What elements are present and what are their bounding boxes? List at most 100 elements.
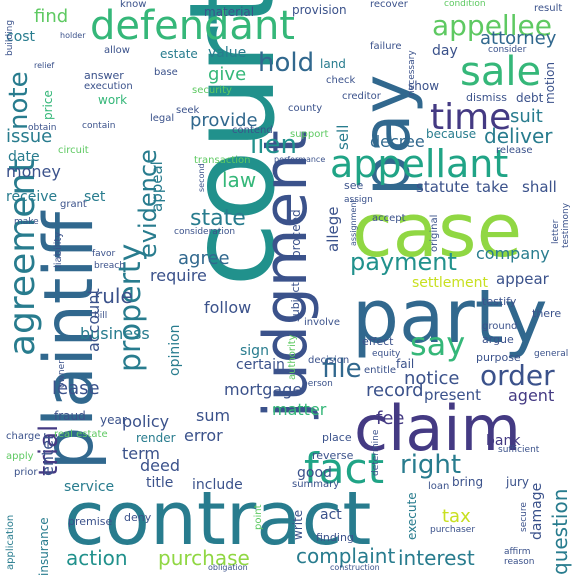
word-legal: legal — [150, 113, 175, 124]
word-note: note — [4, 71, 34, 130]
word-ground: ground — [482, 321, 518, 332]
word-person: person — [302, 379, 333, 389]
word-original: original — [429, 214, 440, 252]
word-right: right — [400, 450, 462, 480]
word-security: security — [192, 85, 232, 96]
word-business: business — [80, 324, 150, 343]
word-obligation: obligation — [208, 563, 248, 572]
word-term: term — [122, 444, 160, 463]
word-assignment: assignment — [349, 199, 358, 246]
word-purchase: purchase — [158, 546, 250, 570]
word-debt: debt — [516, 91, 544, 105]
word-favor: favor — [92, 249, 116, 259]
word-attorney: attorney — [480, 28, 557, 49]
word-follow: follow — [204, 298, 252, 317]
word-consider: consider — [488, 45, 527, 55]
word-tax: tax — [442, 506, 471, 527]
word-charge: charge — [6, 431, 41, 442]
word-dismiss: dismiss — [466, 91, 508, 104]
word-decree: decree — [370, 132, 425, 151]
word-render: render — [136, 431, 176, 445]
word-creditor: creditor — [342, 91, 381, 102]
word-sufficient: sufficient — [498, 445, 540, 455]
word-holder: holder — [60, 31, 86, 40]
word-there: there — [532, 307, 562, 320]
word-include: include — [192, 477, 243, 493]
word-result: result — [534, 3, 563, 14]
word-apply: apply — [6, 451, 34, 462]
word-take: take — [476, 178, 509, 196]
word-failure: failure — [370, 41, 402, 52]
word-price: price — [41, 90, 55, 120]
word-opinion: opinion — [167, 324, 183, 376]
word-reason: reason — [504, 557, 535, 567]
word-say: say — [410, 325, 466, 363]
word-bank: bank — [486, 433, 521, 449]
word-law: law — [222, 168, 257, 192]
word-obtain: obtain — [28, 123, 57, 133]
word-decision: decision — [308, 355, 350, 366]
word-sell: sell — [334, 124, 352, 150]
word-money: money — [6, 162, 61, 181]
word-value: value — [208, 45, 247, 61]
word-purchaser: purchaser — [430, 525, 476, 535]
word-question: question — [548, 488, 572, 575]
word-party: party — [352, 274, 548, 360]
word-hold: hold — [258, 48, 315, 78]
word-mortgage: mortgage — [224, 380, 303, 399]
word-shall: shall — [522, 178, 557, 196]
word-argue: argue — [482, 333, 514, 346]
word-day: day — [432, 43, 458, 59]
word-give: give — [208, 64, 247, 85]
word-contend: contend — [232, 125, 273, 136]
word-claim: claim — [354, 392, 521, 465]
word-release: release — [496, 145, 533, 156]
word-authority: authority — [287, 334, 298, 380]
word-execute: execute — [405, 492, 419, 540]
word-building: building — [5, 19, 15, 56]
word-case: case — [352, 188, 523, 274]
word-sum: sum — [196, 406, 231, 425]
word-entitle: entitle — [364, 365, 397, 376]
word-estate: estate — [160, 47, 198, 61]
word-check: check — [326, 75, 356, 86]
word-act: act — [320, 507, 342, 523]
word-affirm: affirm — [504, 547, 531, 557]
word-general: general — [534, 349, 569, 359]
word-error: error — [184, 426, 223, 445]
word-land: land — [320, 57, 346, 71]
word-motion: motion — [543, 61, 557, 104]
word-circuit: circuit — [58, 145, 89, 156]
word-effect: effect — [362, 335, 394, 348]
word-accept: accept — [372, 213, 406, 224]
word-reverse: reverse — [312, 449, 354, 462]
word-because: because — [426, 127, 477, 141]
word-agree: agree — [178, 248, 230, 269]
word-suit: suit — [510, 106, 543, 127]
word-good: good — [297, 465, 332, 481]
word-purpose: purpose — [476, 351, 521, 364]
word-deed: deed — [140, 456, 180, 475]
word-present: present — [424, 386, 482, 404]
word-bring: bring — [452, 475, 484, 489]
word-sale: sale — [460, 49, 542, 95]
word-summary: summary — [292, 479, 340, 490]
word-contain: contain — [82, 121, 116, 131]
word-subject: subject — [289, 282, 302, 322]
word-agent: agent — [508, 386, 555, 405]
word-company: company — [476, 244, 550, 263]
word-fee: fee — [376, 408, 405, 429]
word-assign: assign — [344, 195, 373, 205]
word-letter: letter — [551, 219, 561, 244]
word-provision: provision — [292, 3, 347, 17]
word-point: point — [253, 504, 264, 530]
word-finding: finding — [316, 531, 354, 544]
word-condition: condition — [444, 0, 486, 9]
word-deliver: deliver — [484, 124, 553, 148]
word-require: require — [150, 266, 207, 285]
word-place: place — [322, 431, 352, 444]
word-record: record — [366, 380, 424, 401]
word-settlement: settlement — [412, 275, 489, 291]
word-determine: determine — [371, 429, 381, 476]
